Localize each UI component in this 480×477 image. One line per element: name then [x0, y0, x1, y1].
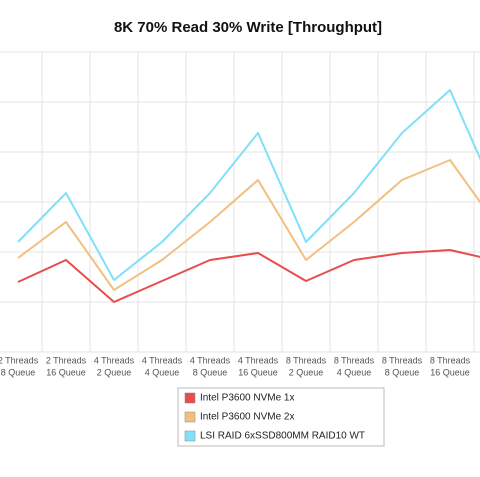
x-tick-label: 16 Queue [238, 367, 278, 377]
x-tick-label: 2 Threads [0, 355, 39, 365]
x-tick-label: 8 Queue [385, 367, 420, 377]
legend-swatch [184, 411, 196, 423]
x-tick-label: 8 Threads [334, 355, 375, 365]
x-tick-label: 8 Threads [430, 355, 471, 365]
series-line [17, 249, 480, 303]
legend-swatch [184, 430, 196, 442]
x-tick-label: 4 Queue [145, 367, 180, 377]
x-tick-label: 4 Threads [94, 355, 135, 365]
series-line [17, 159, 480, 291]
x-tick-label: 2 Queue [97, 367, 132, 377]
legend-box [177, 387, 385, 447]
x-tick-label: 8 Threads [286, 355, 327, 365]
legend-swatch [184, 392, 196, 404]
x-tick-label: 16 Queue [430, 367, 470, 377]
x-tick-label: 2 Threads [46, 355, 87, 365]
x-tick-label: 2 Queue [289, 367, 324, 377]
legend-label: Intel P3600 NVMe 1x [200, 393, 295, 404]
x-tick-label: 4 Threads [238, 355, 279, 365]
x-tick-label: 16 Queue [46, 367, 86, 377]
chart-title: 8K 70% Read 30% Write [Throughput] [114, 19, 382, 36]
legend-label: Intel P3600 NVMe 2x [200, 412, 295, 423]
x-tick-label: 8 Queue [193, 367, 228, 377]
x-tick-label: 4 Threads [142, 355, 183, 365]
x-tick-label: 8 Threads [382, 355, 423, 365]
series-line [17, 89, 480, 281]
x-tick-label: 4 Queue [337, 367, 372, 377]
x-tick-label: 4 Threads [190, 355, 231, 365]
x-tick-label: 8 Queue [1, 367, 36, 377]
legend-label: LSI RAID 6xSSD800MM RAID10 WT [200, 431, 365, 442]
